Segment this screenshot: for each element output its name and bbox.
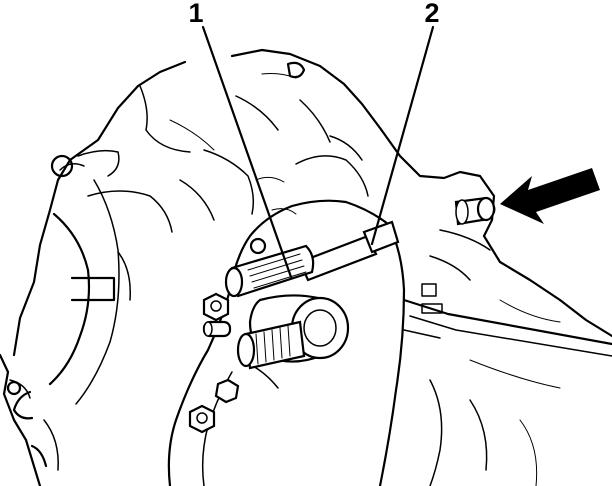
leader-line-2 (370, 25, 435, 246)
callout-leaders (201, 25, 435, 279)
bolt-icon (214, 378, 240, 404)
stud-icon (454, 196, 496, 226)
input-shaft (224, 220, 400, 370)
callout-label-1: 1 (188, 0, 203, 28)
leader-line-1 (201, 25, 293, 279)
transmission-case (0, 48, 612, 486)
bolt-icon (202, 320, 232, 338)
bolt-icon (249, 237, 267, 255)
arrow-icon (500, 168, 600, 224)
bolt-icon (202, 292, 230, 322)
callout-label-2: 2 (424, 0, 439, 28)
bolt-icon (188, 404, 216, 434)
bolts (188, 196, 496, 434)
